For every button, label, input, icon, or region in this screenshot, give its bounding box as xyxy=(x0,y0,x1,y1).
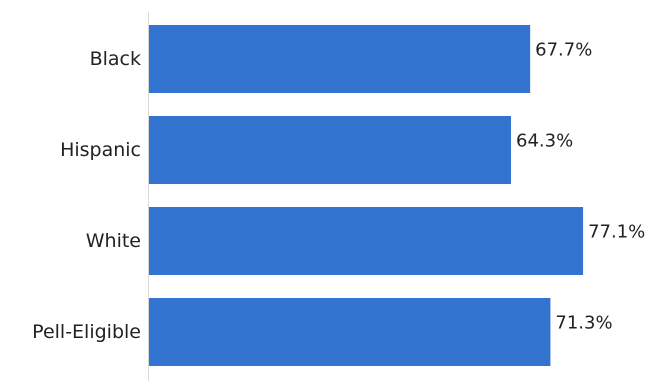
category-label-white: White xyxy=(86,230,141,252)
value-labels: 67.7% 64.3% 77.1% 71.3% xyxy=(516,40,645,334)
bar-white xyxy=(149,207,584,275)
category-labels: Black Hispanic White Pell-Eligible xyxy=(32,48,141,343)
bar-hispanic xyxy=(149,116,512,184)
category-label-pell-eligible: Pell-Eligible xyxy=(32,321,141,343)
bar-pell-eligible xyxy=(149,298,551,366)
bar-black xyxy=(149,25,531,93)
value-label-black: 67.7% xyxy=(535,40,592,61)
category-label-black: Black xyxy=(90,48,141,70)
value-label-pell-eligible: 71.3% xyxy=(555,313,612,334)
value-label-white: 77.1% xyxy=(588,222,645,243)
category-label-hispanic: Hispanic xyxy=(60,139,141,161)
value-label-hispanic: 64.3% xyxy=(516,131,573,152)
bar-group xyxy=(149,25,584,366)
